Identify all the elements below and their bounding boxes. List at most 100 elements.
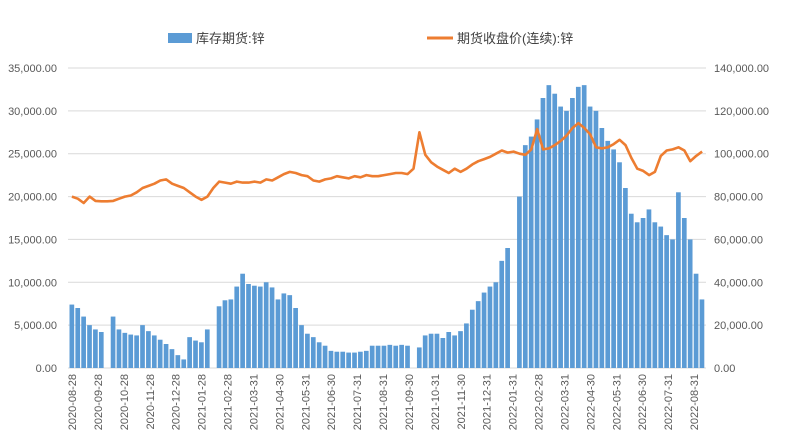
inventory-bar <box>263 282 269 368</box>
inventory-bar <box>369 345 375 368</box>
inventory-bar <box>458 331 463 368</box>
inventory-bar <box>693 273 699 368</box>
x-tick-label: 2021-04-30 <box>274 374 286 430</box>
inventory-bar <box>611 149 616 368</box>
inventory-bar <box>670 239 675 368</box>
inventory-bar <box>204 329 210 368</box>
right-tick-label: 100,000.00 <box>714 149 769 161</box>
legend-line-label: 期货收盘价(连续):锌 <box>457 31 573 46</box>
inventory-bar <box>434 333 440 368</box>
x-axis: 2020-08-28 2020-09-28 2020-10-28 2020-11-28… <box>67 374 701 430</box>
left-tick-label: 5,000.00 <box>14 320 57 332</box>
inventory-bar <box>570 98 575 368</box>
inventory-bar <box>464 323 469 368</box>
inventory-bar <box>399 344 404 368</box>
inventory-bar <box>199 342 204 368</box>
inventory-bar <box>469 309 475 368</box>
inventory-bar <box>564 110 569 368</box>
inventory-bar <box>517 196 522 368</box>
right-tick-label: 140,000.00 <box>714 63 769 75</box>
inventory-bar <box>646 209 652 368</box>
inventory-bar <box>228 299 234 368</box>
inventory-bar <box>175 355 181 368</box>
inventory-bar <box>187 337 192 368</box>
x-tick-label: 2020-08-28 <box>67 374 79 430</box>
inventory-bar <box>440 338 446 368</box>
inventory-bar <box>69 304 75 368</box>
left-tick-label: 35,000.00 <box>8 63 57 75</box>
inventory-bar <box>581 85 587 369</box>
inventory-bar <box>393 345 399 368</box>
inventory-bar <box>446 332 452 368</box>
inventory-bar <box>140 325 145 368</box>
x-tick-label: 2022-02-28 <box>534 374 546 430</box>
x-tick-label: 2022-04-30 <box>585 374 597 430</box>
inventory-bar <box>676 192 681 368</box>
inventory-bar <box>340 351 346 368</box>
inventory-bar <box>387 344 393 368</box>
x-tick-label: 2022-05-31 <box>611 374 623 430</box>
inventory-bar <box>157 339 163 368</box>
inventory-bar <box>163 344 169 368</box>
inventory-bar <box>522 145 528 368</box>
right-tick-label: 20,000.00 <box>714 320 763 332</box>
left-tick-label: 30,000.00 <box>8 106 57 118</box>
inventory-bar <box>116 329 122 368</box>
x-tick-label: 2021-10-31 <box>430 374 442 430</box>
inventory-bar <box>169 349 175 368</box>
inventory-bar <box>216 306 222 368</box>
x-tick-label: 2022-01-31 <box>508 374 520 430</box>
left-tick-label: 10,000.00 <box>8 277 57 289</box>
x-tick-label: 2021-09-30 <box>404 374 416 430</box>
inventory-bar <box>493 282 499 368</box>
inventory-bar <box>587 106 593 369</box>
inventory-bar <box>658 226 664 368</box>
inventory-bar <box>623 188 628 368</box>
inventory-bar <box>605 140 611 368</box>
inventory-bar <box>628 213 634 368</box>
inventory-bar <box>257 286 263 368</box>
inventory-bar <box>98 332 104 368</box>
inventory-bar <box>593 110 599 368</box>
inventory-bar <box>246 284 251 368</box>
inventory-bar <box>540 98 546 368</box>
inventory-bar <box>75 308 81 368</box>
inventory-bar <box>110 316 116 368</box>
inventory-bar <box>252 285 257 368</box>
inventory-bar <box>181 359 187 368</box>
inventory-bars <box>69 85 705 369</box>
right-tick-label: 40,000.00 <box>714 277 763 289</box>
inventory-bar <box>475 301 481 368</box>
inventory-bar <box>316 342 322 368</box>
inventory-bar <box>275 299 281 368</box>
x-tick-label: 2021-11-30 <box>456 374 468 429</box>
inventory-bar <box>687 239 693 368</box>
inventory-bar <box>546 85 552 369</box>
inventory-bar <box>146 331 151 368</box>
inventory-bar <box>416 347 422 368</box>
gridlines <box>68 67 706 369</box>
inventory-bar <box>151 335 157 368</box>
right-tick-label: 60,000.00 <box>714 234 763 246</box>
x-tick-label: 2021-12-31 <box>482 374 494 430</box>
inventory-bar <box>599 128 605 368</box>
inventory-bar <box>310 337 316 368</box>
inventory-bar <box>134 335 139 368</box>
inventory-bar <box>287 295 293 368</box>
inventory-bar <box>452 335 457 368</box>
inventory-bar <box>240 273 245 368</box>
inventory-bar <box>269 287 275 368</box>
inventory-bar <box>305 333 310 368</box>
x-tick-label: 2021-01-28 <box>197 374 209 430</box>
left-tick-label: 20,000.00 <box>8 192 57 204</box>
inventory-bar <box>122 332 128 368</box>
inventory-bar <box>334 351 340 368</box>
legend-bar-label: 库存期货:锌 <box>196 31 265 46</box>
inventory-bar <box>346 352 351 368</box>
legend-bar-swatch <box>168 33 192 43</box>
inventory-bar <box>299 325 304 368</box>
x-tick-label: 2021-08-31 <box>378 374 390 430</box>
inventory-bar <box>534 119 540 368</box>
left-axis: 0.00 5,000.00 10,000.00 15,000.00 20,000.00 2… <box>8 63 57 375</box>
inventory-bar <box>528 136 534 368</box>
